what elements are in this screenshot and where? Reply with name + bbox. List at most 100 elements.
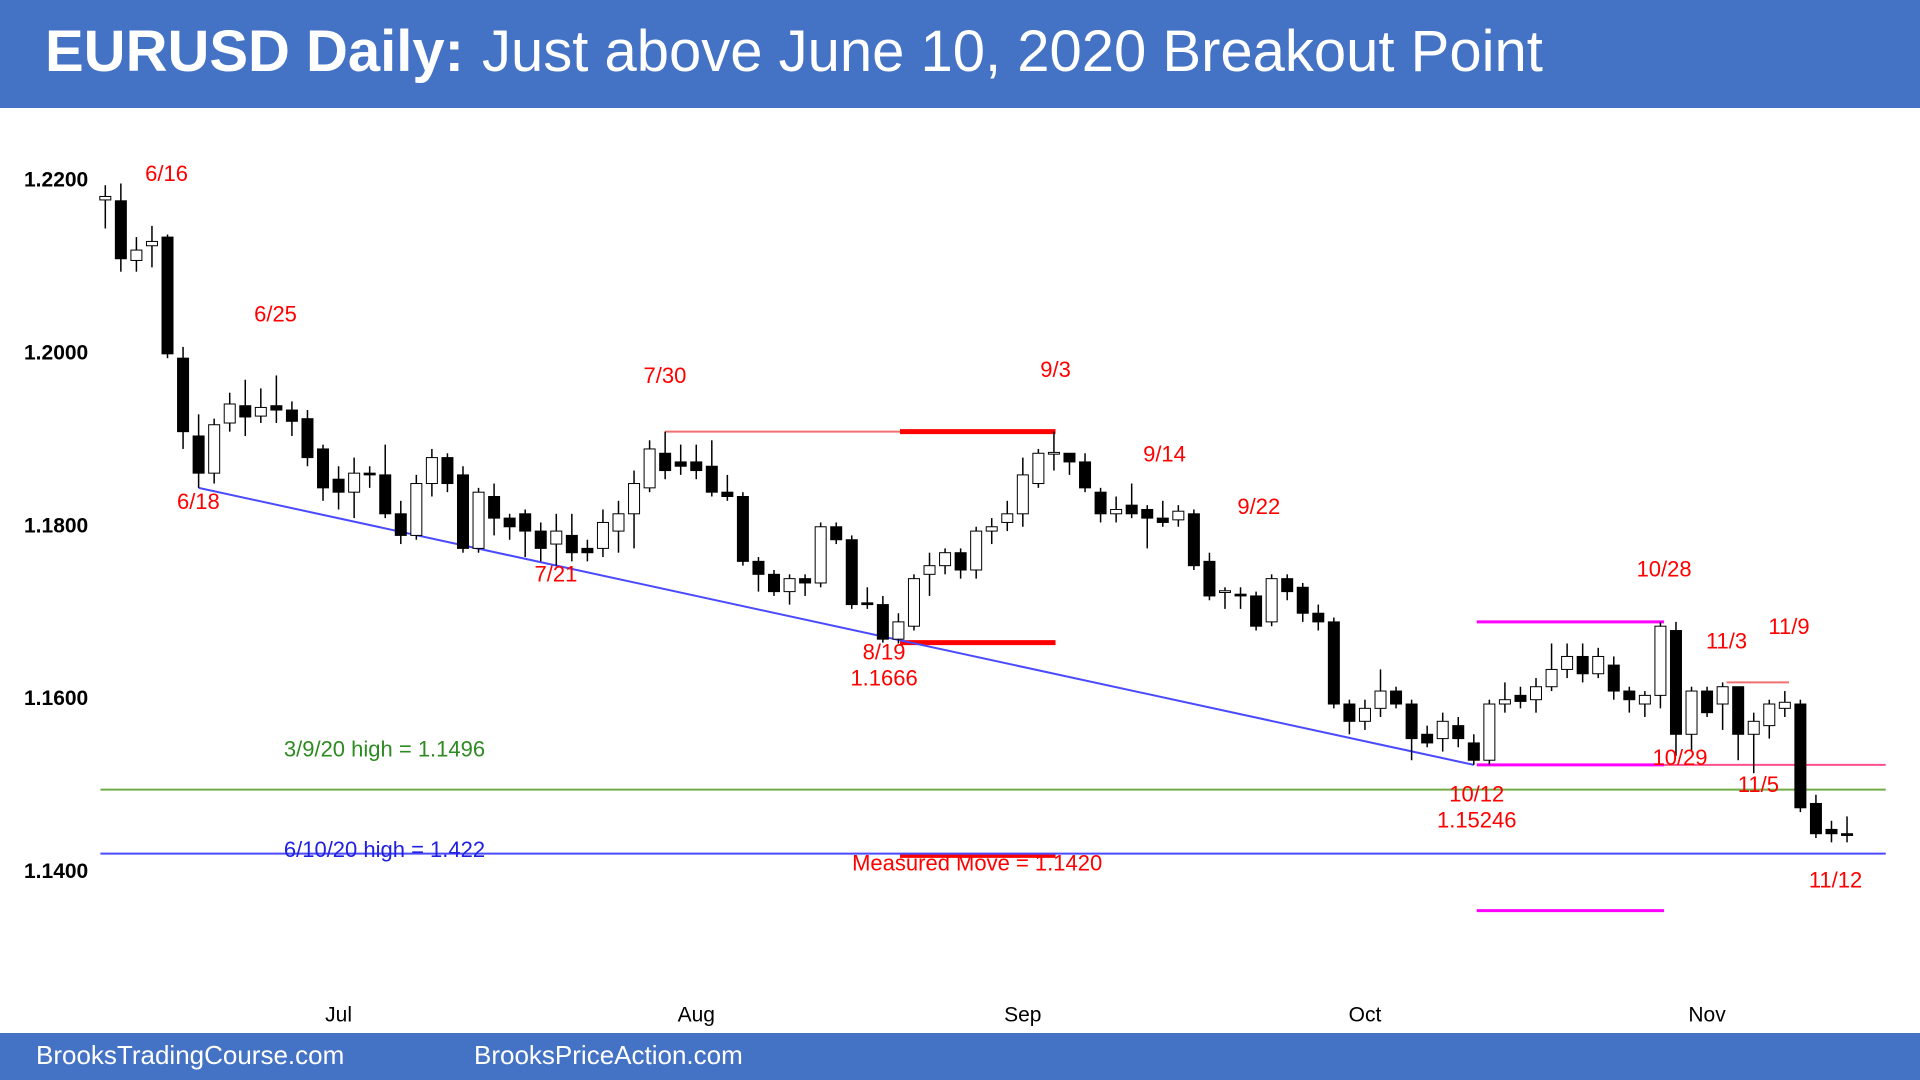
candle-body	[1281, 578, 1294, 593]
candle-body	[1187, 513, 1200, 567]
annotation: 11/5	[1738, 772, 1779, 797]
candle-body	[1405, 703, 1418, 740]
annotation: 11/9	[1768, 614, 1809, 639]
candle-body	[1265, 578, 1278, 623]
candle-body	[1343, 703, 1356, 722]
candle-body	[907, 578, 920, 627]
candle-body	[177, 357, 190, 433]
candle-body	[783, 578, 796, 593]
candle-body	[845, 539, 858, 606]
candle-body	[161, 236, 174, 355]
candle-body	[410, 483, 423, 536]
candle-body	[239, 405, 252, 418]
annotation: 1.1666	[850, 665, 917, 690]
candle-body	[1576, 655, 1589, 675]
candle-body	[1094, 491, 1107, 515]
candle-body	[690, 461, 703, 472]
annotation: 7/30	[643, 363, 686, 388]
candle-body	[1296, 586, 1309, 614]
candle-body	[939, 552, 952, 567]
candle-body	[519, 513, 532, 532]
candle-body	[596, 521, 609, 549]
candle-body	[1732, 686, 1745, 735]
y-tick-label: 1.2200	[24, 168, 88, 191]
candle-body	[1390, 690, 1403, 705]
annotation: 6/25	[254, 302, 297, 327]
annotation: 10/29	[1652, 745, 1707, 770]
candle-body	[1156, 517, 1169, 523]
candle-body	[99, 195, 112, 201]
candle-body	[892, 621, 905, 640]
candle-body	[130, 249, 143, 261]
x-tick-label: Aug	[678, 1004, 715, 1027]
candle-body	[114, 200, 127, 260]
candle-body	[208, 424, 221, 474]
candle-body	[488, 496, 501, 519]
annotation: 10/28	[1637, 556, 1692, 581]
candle-body	[876, 604, 889, 640]
candle-body	[1638, 694, 1651, 705]
candle-body	[1514, 694, 1527, 702]
candle-body	[456, 474, 469, 549]
annotation: 11/3	[1706, 629, 1747, 654]
candle-body	[1483, 703, 1496, 761]
candle-body	[1327, 621, 1340, 705]
candle-body	[1747, 720, 1760, 735]
candle-body	[1110, 508, 1123, 515]
candle-body	[270, 405, 283, 411]
candle-body	[705, 465, 718, 493]
candle-body	[721, 491, 734, 498]
candle-body	[659, 452, 672, 472]
candle-body	[1001, 513, 1014, 523]
candle-body	[1685, 690, 1698, 735]
header-band	[0, 0, 1920, 108]
annotation: 6/10/20 high = 1.422	[284, 837, 485, 862]
candle-body	[1172, 510, 1185, 521]
annotation: 8/19	[863, 640, 906, 665]
chart-title: EURUSD Daily: Just above June 10, 2020 Br…	[45, 19, 1543, 84]
candle-body	[970, 530, 983, 571]
annotation: Measured Move = 1.1420	[852, 850, 1102, 875]
candle-body	[332, 478, 345, 493]
candle-body	[643, 448, 656, 489]
candle-body	[799, 578, 812, 584]
footer-band	[0, 1033, 1920, 1080]
annotation: 9/22	[1237, 494, 1280, 519]
candle-body	[379, 474, 392, 515]
title-lead: EURUSD Daily:	[45, 19, 464, 84]
candle-body	[674, 461, 687, 467]
candle-body	[612, 513, 625, 532]
candle-body	[768, 573, 781, 593]
candle-body	[861, 602, 874, 606]
candle-body	[1079, 461, 1092, 489]
candle-body	[1374, 690, 1387, 709]
candle-body	[317, 448, 330, 489]
candle-body	[1358, 707, 1371, 722]
annotation: 10/12	[1449, 782, 1504, 807]
candle-body	[192, 435, 205, 474]
candle-body	[550, 530, 563, 545]
candle-body	[985, 526, 998, 532]
candle-body	[1452, 725, 1465, 740]
candle-body	[1467, 742, 1480, 761]
y-tick-label: 1.1600	[24, 687, 88, 710]
candle-body	[1669, 630, 1682, 735]
candle-body	[736, 496, 749, 562]
candle-body	[1250, 595, 1263, 627]
candle-body	[1825, 828, 1838, 835]
candle-body	[472, 491, 485, 549]
x-tick-label: Nov	[1688, 1004, 1726, 1027]
candle-body	[954, 552, 967, 571]
candle-body	[534, 530, 547, 549]
candle-body	[752, 560, 765, 575]
candle-body	[1125, 504, 1138, 515]
candle-body	[1032, 452, 1045, 485]
y-tick-label: 1.1800	[24, 514, 88, 537]
candle-body	[145, 240, 158, 247]
x-tick-label: Sep	[1004, 1004, 1041, 1027]
candle-body	[565, 534, 578, 554]
candle-body	[1794, 703, 1807, 809]
candle-body	[1498, 699, 1511, 705]
